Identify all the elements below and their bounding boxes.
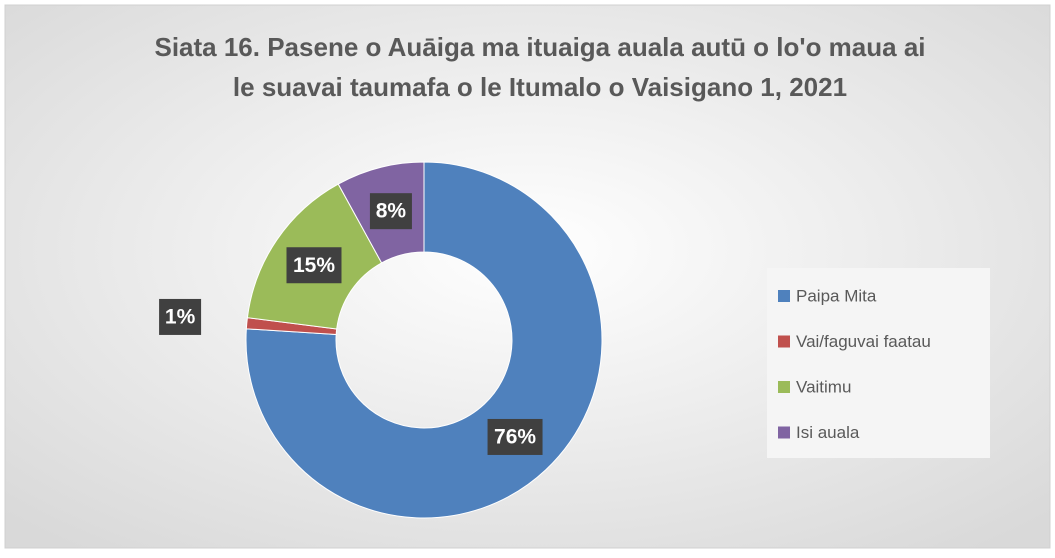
legend-swatch — [778, 290, 790, 302]
legend-swatch — [778, 335, 790, 348]
legend-label: Isi auala — [796, 423, 860, 442]
data-label: 15% — [293, 254, 335, 277]
legend-label: Vai/faguvai faatau — [796, 332, 931, 351]
legend-label: Vaitimu — [796, 377, 851, 396]
data-label-box — [369, 193, 412, 230]
chart-title: le suavai taumafa o le Itumalo o Vaisiga… — [233, 72, 847, 102]
data-label: 76% — [494, 425, 536, 448]
data-label-box — [286, 247, 342, 284]
data-label-box — [159, 298, 202, 335]
data-label: 1% — [165, 305, 196, 328]
legend-swatch — [778, 426, 790, 439]
data-label: 8% — [376, 200, 407, 223]
legend-label: Paipa Mita — [796, 286, 877, 305]
chart-title: Siata 16. Pasene o Auāiga ma ituaiga aua… — [154, 32, 925, 62]
legend-swatch — [778, 381, 790, 393]
legend-box — [767, 268, 990, 458]
data-label-box — [487, 418, 543, 455]
